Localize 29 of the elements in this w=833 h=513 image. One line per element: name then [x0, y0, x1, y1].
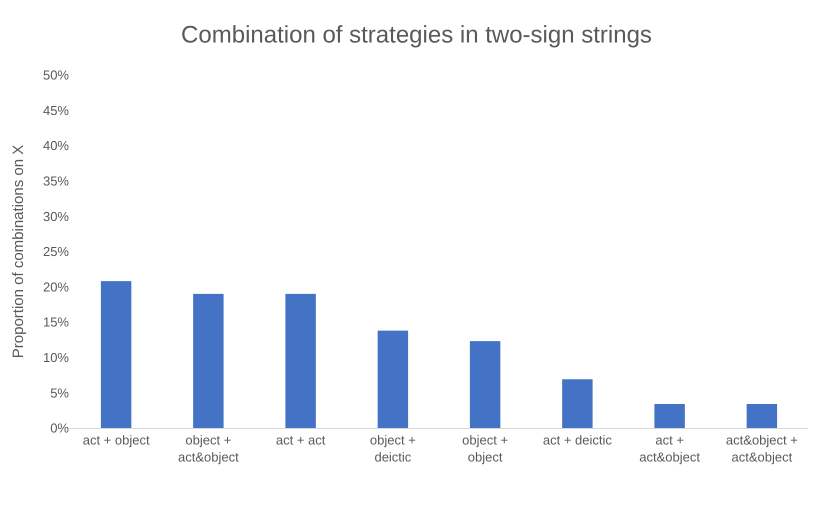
y-tick-label: 35%	[42, 173, 70, 188]
x-tick-label: act&object + act&object	[726, 432, 798, 464]
y-axis-title: Proportion of combinations on X	[10, 144, 28, 358]
bar	[746, 404, 778, 428]
y-tick-label: 45%	[42, 102, 70, 118]
y-tick-label: 5%	[50, 385, 70, 400]
bar	[378, 330, 408, 428]
y-tick-label: 25%	[42, 244, 70, 260]
bar	[470, 341, 500, 428]
bar	[193, 294, 224, 428]
x-tick-label: act + act	[276, 432, 326, 448]
y-tick-label: 40%	[42, 138, 70, 154]
y-tick-label: 30%	[42, 208, 70, 224]
y-tick-label: 10%	[42, 350, 70, 365]
bar	[100, 281, 132, 428]
x-tick-label: object + object	[462, 432, 508, 464]
x-tick-label: act + object	[82, 432, 150, 448]
x-tick-label: act + deictic	[542, 432, 612, 448]
bar	[285, 294, 316, 428]
y-tick-label: 15%	[42, 314, 70, 330]
y-tick-label: 20%	[42, 279, 70, 294]
chart-title: Combination of strategies in two-sign strings	[181, 21, 652, 48]
bar	[562, 379, 593, 428]
bar	[654, 404, 685, 428]
y-tick-label: 0%	[50, 420, 70, 436]
y-tick-label: 50%	[42, 68, 70, 83]
x-tick-label: object + act&object	[178, 432, 240, 464]
x-tick-label: object + deictic	[370, 432, 416, 464]
x-tick-label: act + act&object	[639, 432, 700, 464]
